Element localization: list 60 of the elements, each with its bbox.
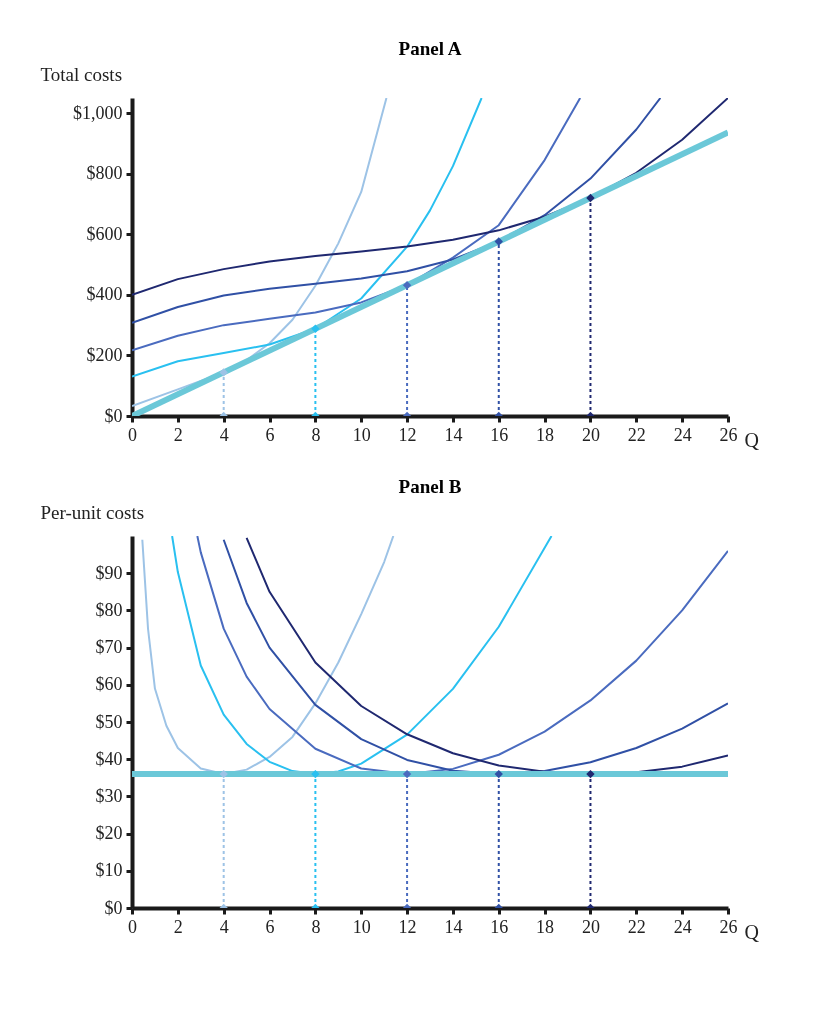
point <box>586 193 595 203</box>
x-tick-label: 2 <box>173 916 183 937</box>
x-tick-label: 14 <box>444 424 463 445</box>
x-tick-label: 18 <box>536 424 555 445</box>
y-tick-label: $200 <box>86 344 123 365</box>
x-tick-label: 8 <box>311 424 321 445</box>
x-tick-label: 22 <box>627 424 646 445</box>
x-tick-label: 20 <box>581 424 600 445</box>
y-tick-label: $20 <box>95 823 123 844</box>
y-tick-label: $60 <box>95 674 123 695</box>
x-tick-label: 20 <box>581 916 600 937</box>
point <box>402 280 412 290</box>
y-tick-label: $50 <box>95 711 123 732</box>
x-tick-label: 0 <box>128 424 137 445</box>
chart-title: Panel B <box>398 476 462 497</box>
line-series <box>132 98 483 378</box>
x-tick-label: 0 <box>128 916 137 937</box>
point <box>494 237 503 246</box>
x-tick-label: 10 <box>352 916 371 937</box>
x-tick-label: 14 <box>444 916 463 937</box>
x-tick-label: 10 <box>352 424 371 445</box>
x-tick-label: 26 <box>719 916 738 937</box>
x-tick-label: 4 <box>219 916 229 937</box>
x-tick-label: 24 <box>673 424 692 445</box>
line-series <box>132 98 662 324</box>
point <box>311 324 320 333</box>
x-tick-label: 16 <box>490 424 509 445</box>
y-tick-label: $90 <box>95 562 123 583</box>
x-tick-label: 18 <box>536 916 555 937</box>
x-tick-label: 4 <box>219 424 229 445</box>
y-tick-label: $70 <box>95 637 123 658</box>
x-tick-label: 12 <box>398 424 417 445</box>
y-tick-label: $10 <box>95 860 123 881</box>
y-axis-title: Per-unit costs <box>40 501 145 523</box>
x-tick-label: 6 <box>265 424 275 445</box>
x-tick-label: 6 <box>265 916 275 937</box>
y-tick-label: $40 <box>95 748 123 769</box>
y-tick-label: $30 <box>95 785 123 806</box>
chart-title: Panel A <box>398 38 462 59</box>
x-tick-label: 24 <box>673 916 692 937</box>
point <box>219 368 228 377</box>
line-series <box>132 98 728 296</box>
y-tick-label: $1,000 <box>73 102 123 123</box>
y-tick-label: $400 <box>86 284 123 305</box>
x-tick-label: 16 <box>490 916 509 937</box>
x-tick-label: 22 <box>627 916 646 937</box>
y-tick-label: $800 <box>86 163 123 184</box>
x-tick-label: 2 <box>173 424 183 445</box>
y-tick-label: $0 <box>104 405 123 426</box>
x-tick-label: 12 <box>398 916 417 937</box>
line-series <box>132 98 582 352</box>
y-tick-label: $80 <box>95 599 123 620</box>
y-tick-label: $600 <box>86 223 123 244</box>
y-tick-label: $0 <box>104 897 123 918</box>
y-axis-title: Total costs <box>40 63 123 85</box>
x-axis-title: Q <box>744 428 760 451</box>
x-tick-label: 26 <box>719 424 738 445</box>
x-axis-title: Q <box>744 920 760 943</box>
x-tick-label: 8 <box>311 916 321 937</box>
line-series <box>132 98 388 408</box>
